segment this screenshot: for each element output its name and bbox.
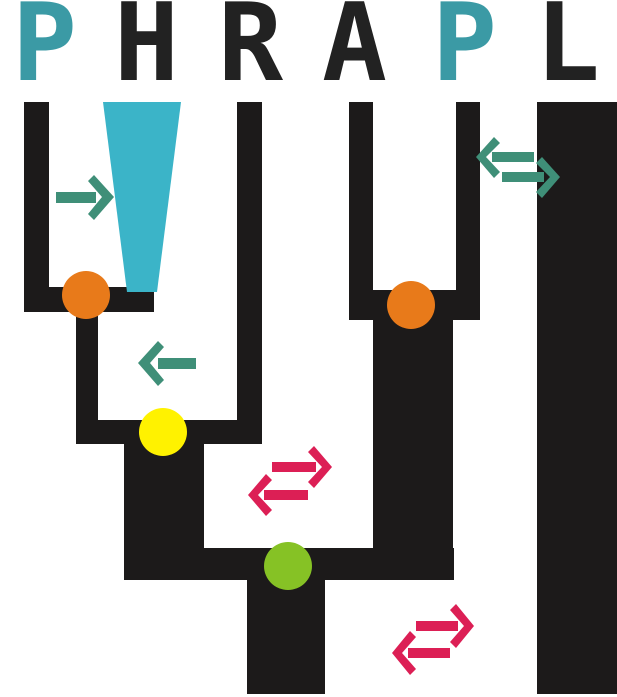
title-letter-a: A (322, 0, 387, 106)
tree-branch-mid-right (237, 102, 262, 442)
tree-branch-far-right (537, 102, 617, 694)
tree-branch-right-trunk (373, 300, 453, 580)
logo-title: P H R A P L (12, 0, 600, 106)
orange-node (62, 271, 110, 319)
tree-branch-left-outer (24, 102, 49, 312)
green-node (264, 542, 312, 590)
orange-node (387, 281, 435, 329)
right-arrow-icon (56, 175, 114, 220)
phylogeny-tree (24, 102, 617, 694)
yellow-node (139, 408, 187, 456)
title-letter-h: H (114, 0, 179, 106)
tree-branch-right-outer (349, 102, 373, 320)
tree-branch-left-stem (76, 300, 98, 444)
bidirectional-arrow-icon (476, 137, 560, 198)
title-letter-l: L (535, 0, 600, 106)
population-expansion-funnel (103, 102, 181, 292)
title-letter-r: R (218, 0, 284, 106)
bidirectional-arrow-icon (248, 446, 332, 516)
tree-branch-right-inner (456, 102, 480, 320)
title-letter-p1: P (12, 0, 77, 106)
left-arrow-icon (138, 341, 196, 386)
bidirectional-arrow-icon (392, 604, 474, 675)
title-letter-p2: P (432, 0, 497, 106)
